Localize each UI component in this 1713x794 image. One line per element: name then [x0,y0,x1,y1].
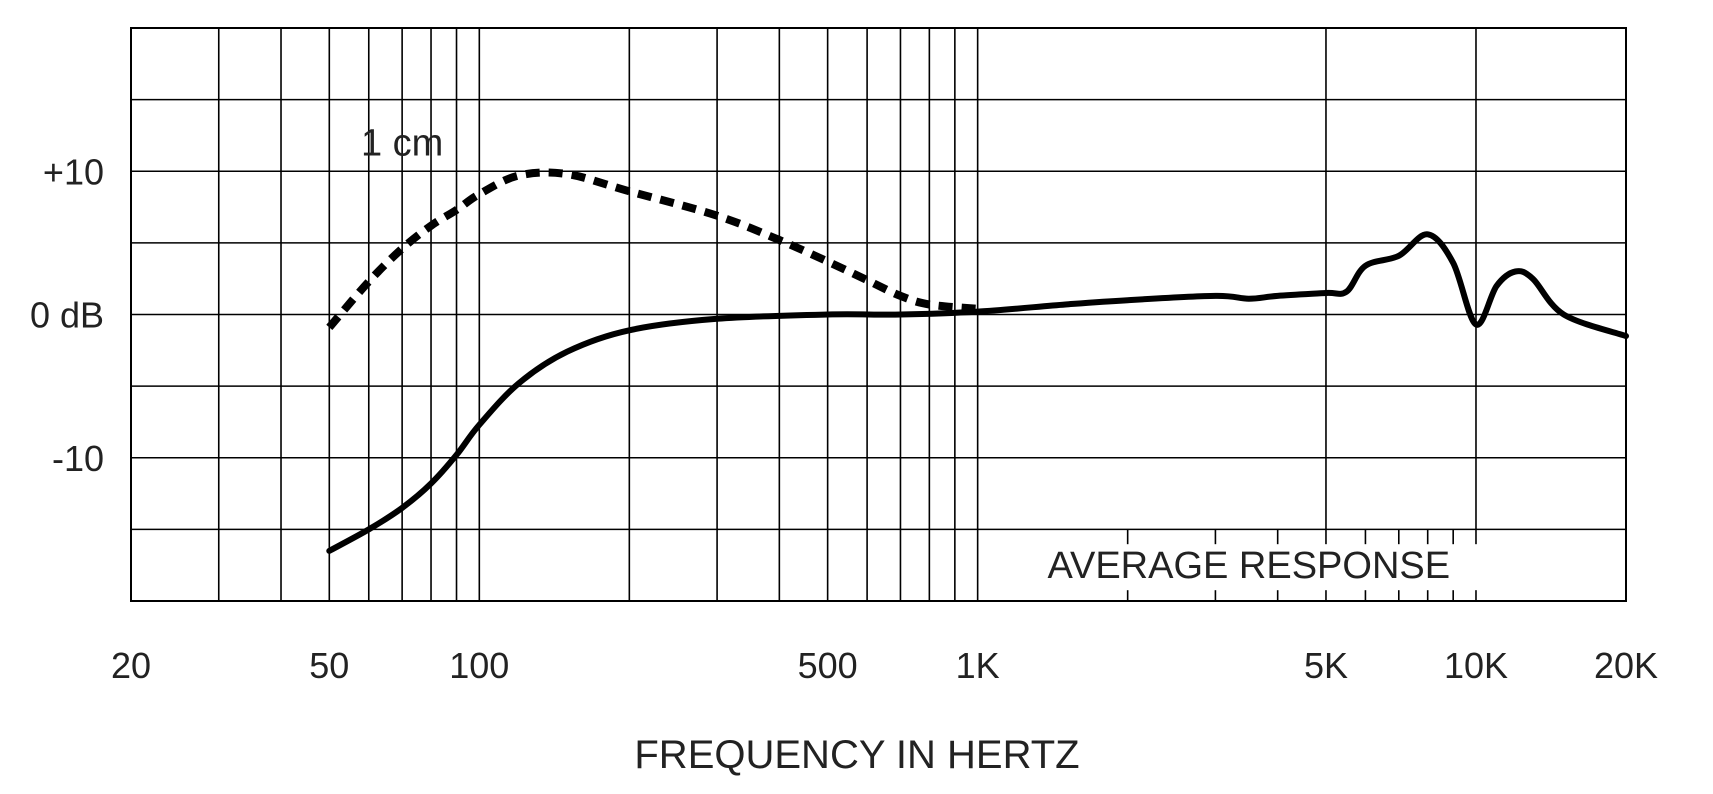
y-tick-labels: +10 0 dB -10 [30,151,104,479]
y-tick-label: +10 [43,151,104,192]
x-tick-label: 20 [111,645,151,686]
x-tick-label: 1K [956,645,1000,686]
series-average-response-curve [326,231,1629,554]
annotations: 1 cm AVERAGE RESPONSE [361,123,1481,591]
plot-frame [130,27,1627,602]
x-tick-label: 5K [1304,645,1348,686]
x-tick-label: 20K [1594,645,1658,686]
y-tick-label: -10 [52,438,104,479]
x-tick-label: 500 [798,645,858,686]
y-tick-label: 0 dB [30,295,104,336]
horizontal-gridlines [131,98,1626,531]
x-tick-label: 100 [449,645,509,686]
x-axis-title: FREQUENCY IN HERTZ [634,733,1079,777]
annotation-background [1016,544,1481,591]
series-1cm-curve [326,168,979,331]
x-tick-labels: 20 50 100 500 1K 5K 10K 20K [111,645,1658,686]
annotation-average-response: AVERAGE RESPONSE [1047,545,1450,587]
annotation-1cm: 1 cm [361,123,443,165]
x-tick-label: 50 [309,645,349,686]
response-curves [326,168,1629,554]
x-tick-label: 10K [1444,645,1508,686]
